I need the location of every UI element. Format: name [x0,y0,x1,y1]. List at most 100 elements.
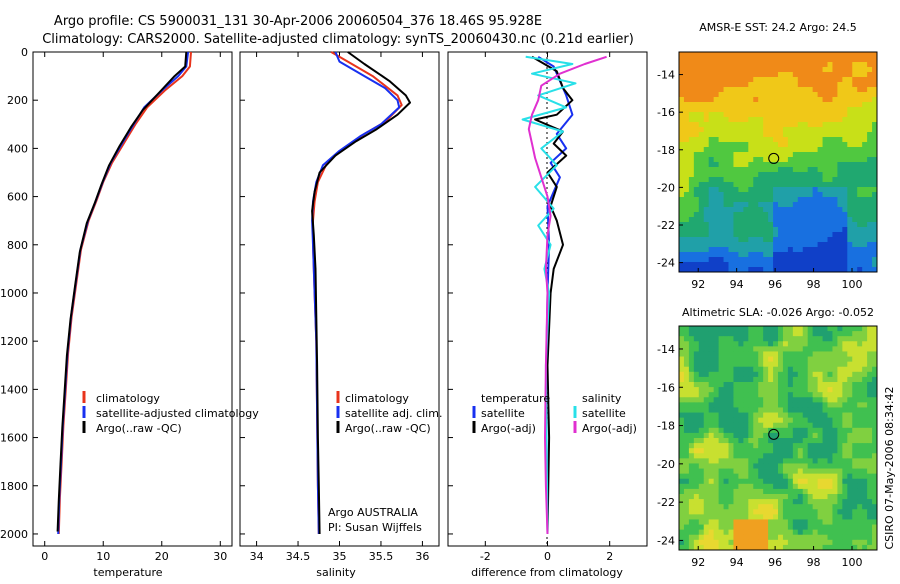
heatmap-cell [778,102,784,108]
heatmap-cell [679,448,685,454]
heatmap-cell [842,336,848,342]
heatmap-cell [797,529,804,536]
heatmap-cell [773,361,779,368]
heatmap-cell [723,72,729,78]
heatmap-cell [827,499,833,505]
heatmap-cell [807,529,814,536]
heatmap-cell [713,346,719,352]
heatmap-cell [698,504,705,510]
heatmap-cell [867,519,873,525]
heatmap-cell [679,356,685,363]
map-y-tick-label: -14 [657,343,675,356]
heatmap-cell [733,453,739,459]
heatmap-cell [852,529,858,536]
heatmap-cell [832,242,838,248]
heatmap-cell [787,346,794,352]
heatmap-cell [718,453,724,459]
heatmap-cell [807,361,814,368]
heatmap-cell [708,382,715,388]
heatmap-cell [797,147,804,153]
heatmap-cell [698,162,705,168]
heatmap-cell [753,117,759,123]
heatmap-cell [832,172,838,178]
heatmap-cell [718,483,724,490]
heatmap-cell [817,356,823,363]
heatmap-cell [753,397,759,403]
heatmap-cell [728,331,734,337]
heatmap-cell [758,187,764,193]
heatmap-cell [857,202,863,208]
heatmap-cell [773,346,779,352]
heatmap-cell [797,192,804,198]
heatmap-cell [787,177,794,183]
heatmap-cell [698,217,705,223]
heatmap-cell [847,331,853,337]
heatmap-cell [778,112,784,118]
heatmap-cell [688,77,695,83]
heatmap-cell [753,212,759,218]
heatmap-cell [837,172,843,178]
heatmap-cell [703,187,710,193]
heatmap-cell [837,247,843,253]
heatmap-cell [728,77,734,83]
heatmap-cell [867,52,873,58]
heatmap-cell [852,152,858,158]
sst-map-title: AMSR-E SST: 24.2 Argo: 24.5 [699,21,857,34]
heatmap-cell [748,427,754,434]
heatmap-cell [862,197,868,203]
heatmap-cell [778,483,784,490]
heatmap-cell [708,107,715,113]
heatmap-cell [832,397,838,403]
heatmap-cell [748,237,754,243]
heatmap-cell [817,142,823,148]
heatmap-cell [763,371,769,378]
heatmap-cell [842,427,848,434]
heatmap-cell [872,142,878,148]
heatmap-cell [817,432,823,439]
heatmap-cell [723,132,729,138]
heatmap-cell [679,77,685,83]
heatmap-cell [778,62,784,68]
heatmap-cell [797,107,804,113]
heatmap-cell [862,524,868,531]
heatmap-cell [683,77,690,83]
heatmap-cell [822,92,828,98]
heatmap-cell [787,473,794,480]
sla-map-title: Altimetric SLA: -0.026 Argo: -0.052 [682,306,874,319]
heatmap-cell [832,202,838,208]
heatmap-cell [852,392,858,398]
heatmap-cell [713,331,719,337]
heatmap-cell [698,172,705,178]
heatmap-cell [773,267,779,273]
heatmap-cell [807,207,814,213]
heatmap-cell [847,499,853,505]
heatmap-cell [763,212,769,218]
heatmap-cell [778,494,784,500]
heatmap-cell [842,237,848,243]
heatmap-cell [822,504,828,510]
heatmap-cell [832,122,838,128]
heatmap-cell [753,509,759,515]
map-x-tick-label: 96 [768,278,782,291]
heatmap-cell [862,102,868,108]
heatmap-cell [812,494,818,500]
heatmap-cell [748,247,754,253]
heatmap-cell [698,524,705,531]
heatmap-cell [728,177,734,183]
heatmap-cell [837,57,843,63]
heatmap-cell [812,127,818,133]
heatmap-cell [872,192,878,198]
heatmap-cell [822,197,828,203]
heatmap-cell [847,157,853,163]
heatmap-cell [852,57,858,63]
heatmap-cell [832,87,838,93]
heatmap-cell [867,132,873,138]
heatmap-cell [768,187,774,193]
heatmap-cell [817,417,823,424]
heatmap-cell [723,448,729,454]
heatmap-cell [852,478,858,485]
heatmap-cell [787,242,794,248]
heatmap-cell [847,407,853,413]
heatmap-cell [723,222,729,228]
heatmap-cell [872,371,878,378]
